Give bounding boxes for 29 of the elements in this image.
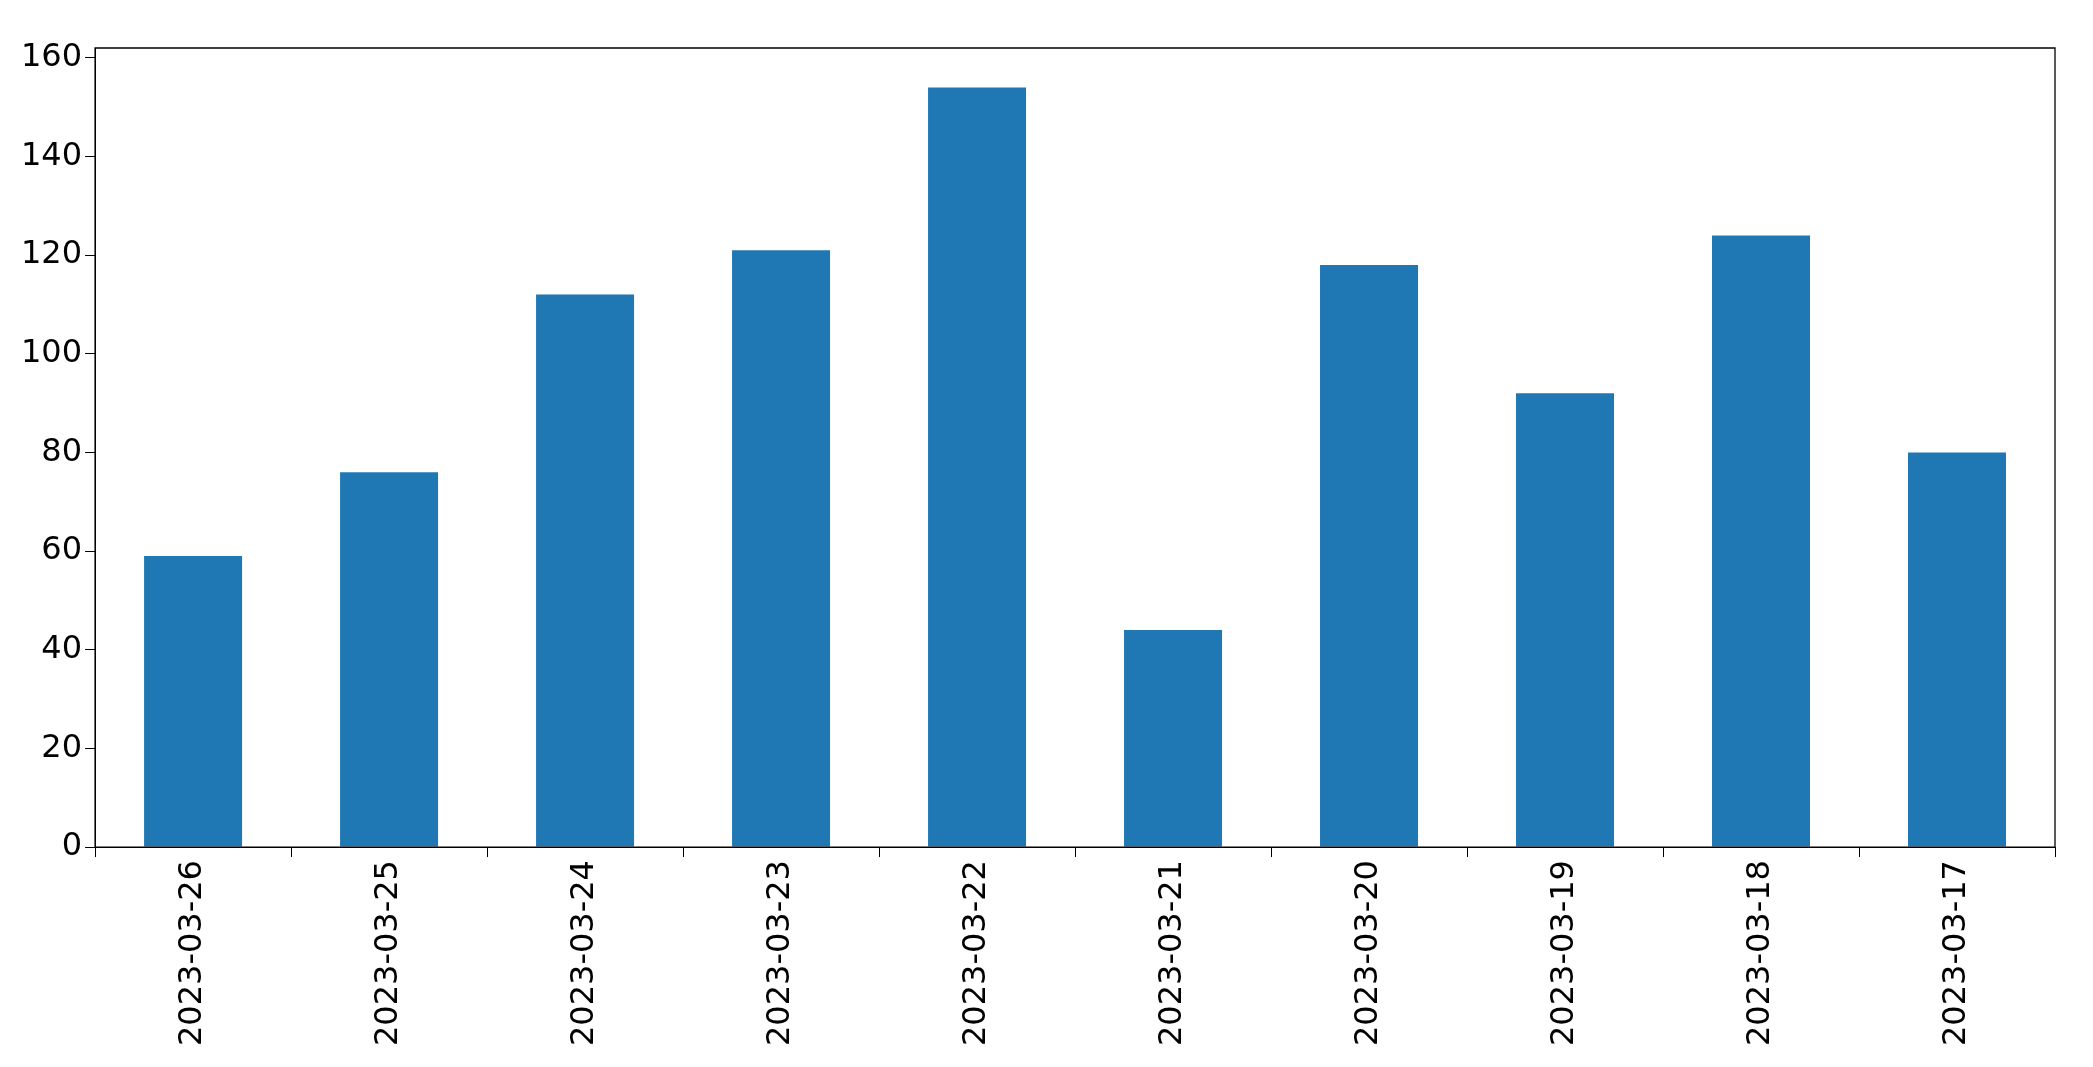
x-tick-label: 2023-03-20 — [1347, 860, 1386, 1046]
y-tick-label: 20 — [41, 726, 83, 765]
bar — [1516, 393, 1615, 847]
y-tick-label: 40 — [41, 628, 83, 667]
x-tick-label: 2023-03-21 — [1151, 860, 1190, 1046]
x-tick-label: 2023-03-26 — [171, 860, 210, 1046]
bar — [536, 294, 635, 847]
y-tick-label: 120 — [21, 233, 83, 272]
x-tick-label: 2023-03-25 — [367, 860, 406, 1046]
bar — [144, 556, 243, 847]
bar — [1124, 630, 1223, 847]
y-tick-label: 80 — [41, 430, 83, 469]
bar — [340, 472, 439, 847]
x-tick-label: 2023-03-18 — [1739, 860, 1778, 1046]
bar — [1320, 265, 1419, 847]
x-tick-label: 2023-03-23 — [759, 860, 798, 1046]
y-tick-label: 100 — [21, 332, 83, 371]
x-tick-label: 2023-03-24 — [563, 860, 602, 1046]
x-tick-label: 2023-03-22 — [955, 860, 994, 1046]
y-tick-label: 60 — [41, 529, 83, 568]
y-tick-label: 140 — [21, 134, 83, 173]
y-tick-label: 0 — [61, 825, 83, 864]
x-tick-label: 2023-03-17 — [1935, 860, 1974, 1046]
y-tick-label: 160 — [21, 36, 83, 75]
bar — [1908, 452, 2006, 847]
bar — [732, 250, 831, 847]
bar — [928, 87, 1027, 847]
bar — [1712, 235, 1811, 847]
x-tick-label: 2023-03-19 — [1543, 860, 1582, 1046]
